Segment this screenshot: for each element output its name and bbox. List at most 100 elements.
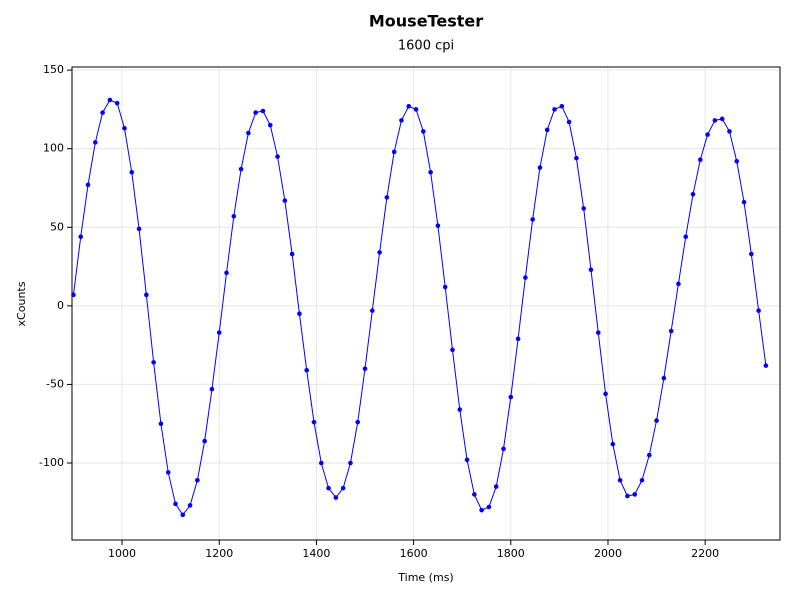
data-point [100, 110, 105, 115]
data-point [209, 386, 215, 392]
data-point [231, 213, 237, 219]
x-tick-label: 2000 [594, 547, 622, 560]
y-tick-label: 100 [43, 142, 64, 155]
data-point [428, 169, 433, 175]
plot-area [72, 67, 780, 540]
data-point [552, 107, 557, 112]
data-point [187, 503, 193, 508]
y-tick-label: -50 [46, 377, 64, 390]
chart-subtitle: 1600 cpi [398, 39, 454, 54]
data-point [690, 191, 696, 197]
data-point [289, 251, 295, 257]
data-point [595, 330, 601, 335]
data-point [399, 118, 404, 123]
data-point [129, 169, 135, 175]
data-point [421, 129, 426, 134]
data-point [625, 493, 630, 499]
data-point [719, 116, 725, 122]
data-point [224, 270, 229, 276]
data-point [370, 308, 375, 313]
data-point [610, 441, 616, 447]
data-point [107, 97, 113, 103]
data-point [348, 460, 353, 466]
data-point [603, 391, 608, 397]
data-point [151, 360, 156, 365]
x-tick-label: 1000 [108, 547, 136, 560]
data-point [479, 507, 484, 513]
data-point [195, 477, 200, 483]
data-point [413, 107, 419, 112]
data-point [676, 281, 681, 287]
data-point [472, 492, 477, 497]
data-point [377, 250, 382, 255]
x-tick-label: 1800 [497, 547, 525, 560]
x-tick-label: 1600 [400, 547, 428, 560]
data-point [93, 140, 98, 145]
data-point [311, 419, 317, 425]
data-point [749, 251, 754, 257]
x-tick-label: 1400 [302, 547, 330, 560]
data-point [705, 132, 710, 137]
data-point [493, 484, 499, 489]
data-point [216, 330, 222, 335]
data-point [756, 308, 761, 313]
y-tick-label: 0 [57, 299, 64, 312]
data-point [282, 198, 288, 203]
data-point [78, 234, 84, 240]
data-point [734, 158, 740, 164]
x-axis-label: Time (ms) [397, 571, 453, 584]
data-point [355, 419, 361, 425]
data-point [501, 446, 506, 452]
data-point [158, 421, 164, 427]
data-point [646, 452, 652, 458]
y-tick-label: -100 [39, 456, 64, 469]
y-tick-label: 150 [43, 63, 64, 76]
data-point [333, 495, 339, 500]
data-point [122, 125, 127, 131]
data-point [267, 122, 273, 128]
data-point [515, 336, 521, 342]
data-point [727, 129, 732, 134]
data-point [464, 457, 470, 463]
data-point [326, 485, 331, 491]
data-point [508, 394, 514, 400]
data-point [544, 127, 550, 133]
data-point [581, 206, 586, 211]
data-point [763, 363, 769, 368]
data-point [318, 460, 324, 466]
data-point [617, 477, 623, 483]
data-point [165, 470, 171, 475]
data-point [486, 504, 492, 510]
data-point [442, 284, 448, 290]
x-tick-label: 1200 [205, 547, 233, 560]
data-point [588, 267, 594, 273]
data-point [654, 418, 659, 423]
data-point [304, 367, 310, 373]
data-point [384, 195, 390, 200]
data-point [530, 217, 535, 222]
data-point [144, 292, 149, 298]
data-point [253, 110, 258, 115]
data-point [238, 166, 244, 172]
data-point [275, 154, 280, 159]
data-point [246, 130, 251, 136]
data-point [114, 100, 120, 106]
data-point [698, 157, 703, 163]
data-point [712, 118, 718, 123]
data-point [457, 407, 463, 412]
x-tick-label: 2200 [691, 547, 719, 560]
data-point [523, 275, 528, 280]
y-tick-label: 50 [50, 220, 64, 233]
data-point [260, 108, 266, 114]
data-point [435, 223, 441, 229]
data-point [566, 119, 572, 125]
data-point [391, 149, 397, 155]
data-point [668, 328, 674, 334]
data-point [362, 366, 368, 372]
data-point [71, 292, 76, 298]
data-point [741, 199, 747, 205]
data-point [661, 375, 667, 381]
data-point [537, 165, 543, 170]
